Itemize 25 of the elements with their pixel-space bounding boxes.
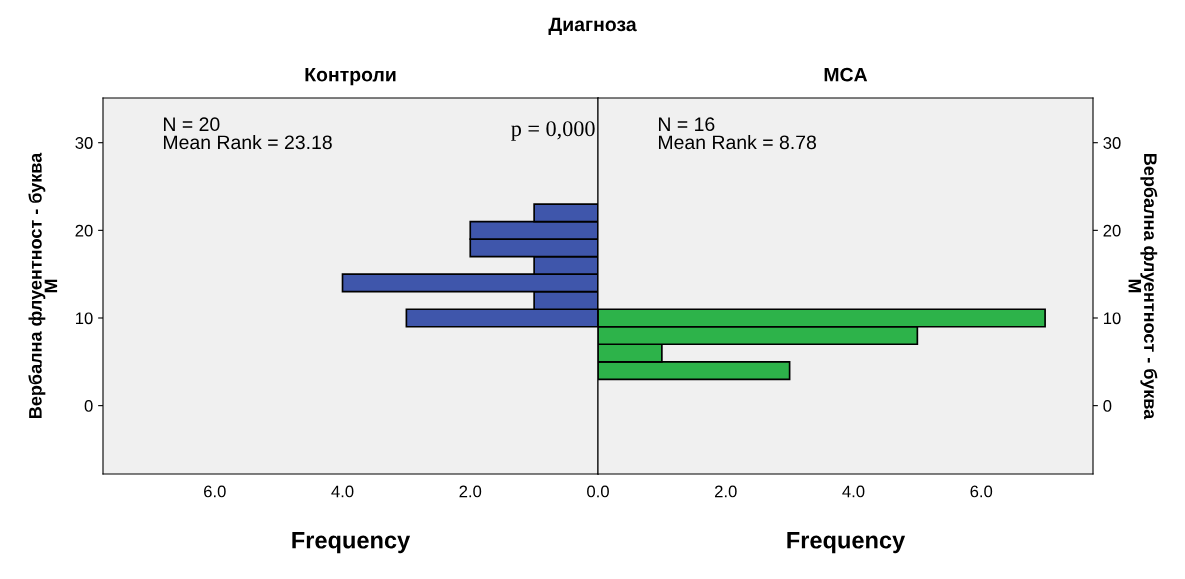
chart-title: MCA <box>824 67 868 82</box>
y-tick-label: 20 <box>1103 224 1121 237</box>
x-tick-label: 4.0 <box>331 485 354 498</box>
y-axis-title: Вербална флуентност - буква M <box>28 152 58 418</box>
y-tick-label: 0 <box>84 400 93 412</box>
y-tick-label: 10 <box>1103 312 1121 325</box>
x-axis-title: Frequency <box>292 532 411 554</box>
chart-title: Контроли <box>305 67 396 86</box>
y-tick-label: 10 <box>76 312 93 325</box>
y-tick-label: 20 <box>75 224 93 237</box>
annotation: N = 16 Mean Rank = 8.78 <box>659 117 816 150</box>
x-tick-label: 2.0 <box>715 485 737 498</box>
x-tick-label: 6.0 <box>204 485 226 498</box>
x-tick-label: 6.0 <box>970 485 993 498</box>
x-tick-label: 2.0 <box>459 485 482 498</box>
x-axis-title: Frequency <box>787 532 906 554</box>
x-tick-label: 4.0 <box>842 485 865 498</box>
text: Диагноза <box>548 17 637 35</box>
annotation: p = 0,000 <box>511 121 595 141</box>
y-axis-title: Вербална флуентност - буква M <box>1128 154 1158 420</box>
x-tick-label: 0.0 <box>587 485 609 498</box>
annotation: N = 20 Mean Rank = 23.18 <box>164 117 332 150</box>
y-tick-label: 30 <box>1103 137 1121 149</box>
y-tick-label: 0 <box>1103 400 1112 412</box>
y-tick-label: 30 <box>75 137 93 149</box>
